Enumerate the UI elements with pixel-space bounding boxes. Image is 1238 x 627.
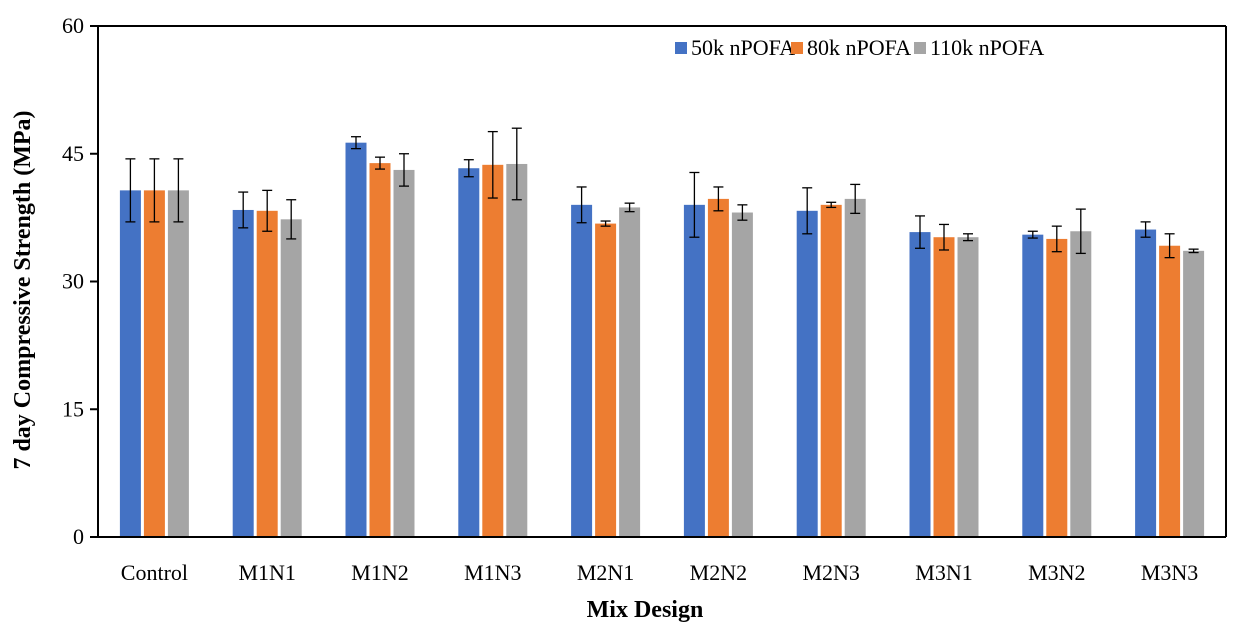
error-bar-M1N3-50k-nPOFA <box>463 159 474 178</box>
error-bar-M2N1-50k-nPOFA <box>576 186 587 224</box>
error-bar-M3N1-110k-nPOFA <box>963 233 973 242</box>
error-bar-M1N1-50k-nPOFA <box>238 191 249 229</box>
bar-M2N3-50k-nPOFA <box>796 210 818 538</box>
error-bars-layer <box>125 127 1199 259</box>
error-bar-M1N1-80k-nPOFA <box>262 189 273 232</box>
bar-M1N2-80k-nPOFA <box>369 163 391 537</box>
error-bar-Control-80k-nPOFA <box>149 158 160 223</box>
error-bar-M2N2-80k-nPOFA <box>713 186 724 212</box>
bar-M2N2-80k-nPOFA <box>707 198 729 537</box>
error-bar-M1N1-110k-nPOFA <box>286 199 297 240</box>
legend-label: 80k nPOFA <box>807 35 911 60</box>
error-bar-M2N1-80k-nPOFA <box>600 220 611 227</box>
bar-M3N2-50k-nPOFA <box>1022 234 1044 538</box>
error-bar-M1N2-110k-nPOFA <box>399 153 409 187</box>
error-bar-M1N2-50k-nPOFA <box>351 136 361 150</box>
bar-M2N1-80k-nPOFA <box>595 223 617 537</box>
bar-M3N3-50k-nPOFA <box>1135 229 1157 537</box>
y-tick-label: 60 <box>62 13 84 38</box>
bar-M3N2-80k-nPOFA <box>1046 238 1068 537</box>
bar-M3N2-110k-nPOFA <box>1070 231 1092 538</box>
error-bar-Control-50k-nPOFA <box>125 158 136 223</box>
x-tick-label: M3N2 <box>1028 560 1085 585</box>
x-tick-label: M2N2 <box>690 560 747 585</box>
legend-swatch <box>791 42 803 54</box>
x-tick-label: M1N3 <box>464 560 521 585</box>
error-bar-M3N3-50k-nPOFA <box>1140 221 1151 238</box>
bar-M3N1-80k-nPOFA <box>933 237 955 538</box>
bar-M1N3-110k-nPOFA <box>506 163 528 537</box>
error-bar-M2N2-50k-nPOFA <box>689 171 700 238</box>
x-tick-label: M2N3 <box>802 560 859 585</box>
bar-Control-80k-nPOFA <box>143 190 165 537</box>
bar-M1N3-50k-nPOFA <box>458 168 480 537</box>
bar-Control-50k-nPOFA <box>119 190 141 537</box>
error-bar-M2N3-80k-nPOFA <box>826 201 837 209</box>
bar-M3N1-110k-nPOFA <box>957 237 979 538</box>
error-bar-M3N1-50k-nPOFA <box>915 215 925 249</box>
y-tick-label: 30 <box>62 269 84 294</box>
x-tick-label: Control <box>121 560 188 585</box>
error-bar-M3N1-80k-nPOFA <box>939 223 949 251</box>
y-tick-label: 0 <box>73 524 84 549</box>
legend-swatch <box>675 42 687 54</box>
error-bar-M2N2-110k-nPOFA <box>737 204 748 221</box>
error-bar-M3N2-110k-nPOFA <box>1075 208 1086 255</box>
legend-label: 50k nPOFA <box>691 35 795 60</box>
axes-layer: 0 15 30 45 60 Control M1N1 M1N2 M1N3 M2N1 M2N2 M2N3… <box>62 13 1227 585</box>
bar-M2N1-110k-nPOFA <box>619 207 641 537</box>
error-bar-M1N3-110k-nPOFA <box>511 127 522 201</box>
y-tick-label: 15 <box>62 396 84 421</box>
bar-M1N1-110k-nPOFA <box>280 219 302 537</box>
error-bar-M3N3-110k-nPOFA <box>1188 248 1199 254</box>
bar-M2N2-110k-nPOFA <box>731 212 753 537</box>
bar-M3N3-80k-nPOFA <box>1159 245 1181 538</box>
bar-M2N1-50k-nPOFA <box>571 204 593 537</box>
bar-M3N1-50k-nPOFA <box>909 232 931 537</box>
x-tick-label: M1N2 <box>351 560 408 585</box>
error-bar-M2N3-50k-nPOFA <box>802 187 813 235</box>
x-axis-title: Mix Design <box>587 597 704 623</box>
bar-M1N3-80k-nPOFA <box>482 164 504 538</box>
error-bar-M2N1-110k-nPOFA <box>624 202 635 213</box>
legend-item: 80k nPOFA <box>791 35 911 60</box>
legend: 50k nPOFA 80k nPOFA 110k nPOFA <box>675 35 1044 60</box>
legend-label: 110k nPOFA <box>930 35 1044 60</box>
bar-Control-110k-nPOFA <box>167 190 189 537</box>
bar-M2N2-50k-nPOFA <box>683 204 705 537</box>
error-bar-M1N2-80k-nPOFA <box>375 156 385 170</box>
x-tick-label: M3N3 <box>1141 560 1198 585</box>
y-axis-title: 7 day Compressive Strength (MPa) <box>10 110 36 469</box>
bar-M1N1-80k-nPOFA <box>256 210 278 538</box>
error-bar-Control-110k-nPOFA <box>173 158 184 223</box>
x-tick-label: M1N1 <box>238 560 295 585</box>
bar-M3N3-110k-nPOFA <box>1183 250 1205 537</box>
bar-M1N2-110k-nPOFA <box>393 169 415 537</box>
bar-M2N3-110k-nPOFA <box>844 198 866 537</box>
legend-swatch <box>914 42 926 54</box>
error-bar-M3N3-80k-nPOFA <box>1164 233 1175 259</box>
bars-layer <box>119 142 1205 538</box>
error-bar-M1N3-80k-nPOFA <box>487 130 498 199</box>
x-tick-label: M2N1 <box>577 560 634 585</box>
legend-item: 50k nPOFA <box>675 35 795 60</box>
legend-item: 110k nPOFA <box>914 35 1044 60</box>
y-tick-label: 45 <box>62 141 84 166</box>
bar-M2N3-80k-nPOFA <box>820 204 842 537</box>
error-bar-M3N2-50k-nPOFA <box>1027 230 1038 239</box>
x-tick-label: M3N1 <box>915 560 972 585</box>
error-bar-M2N3-110k-nPOFA <box>850 183 861 215</box>
bar-M1N1-50k-nPOFA <box>232 209 254 537</box>
bar-M1N2-50k-nPOFA <box>345 142 367 537</box>
error-bar-M3N2-80k-nPOFA <box>1051 225 1062 253</box>
